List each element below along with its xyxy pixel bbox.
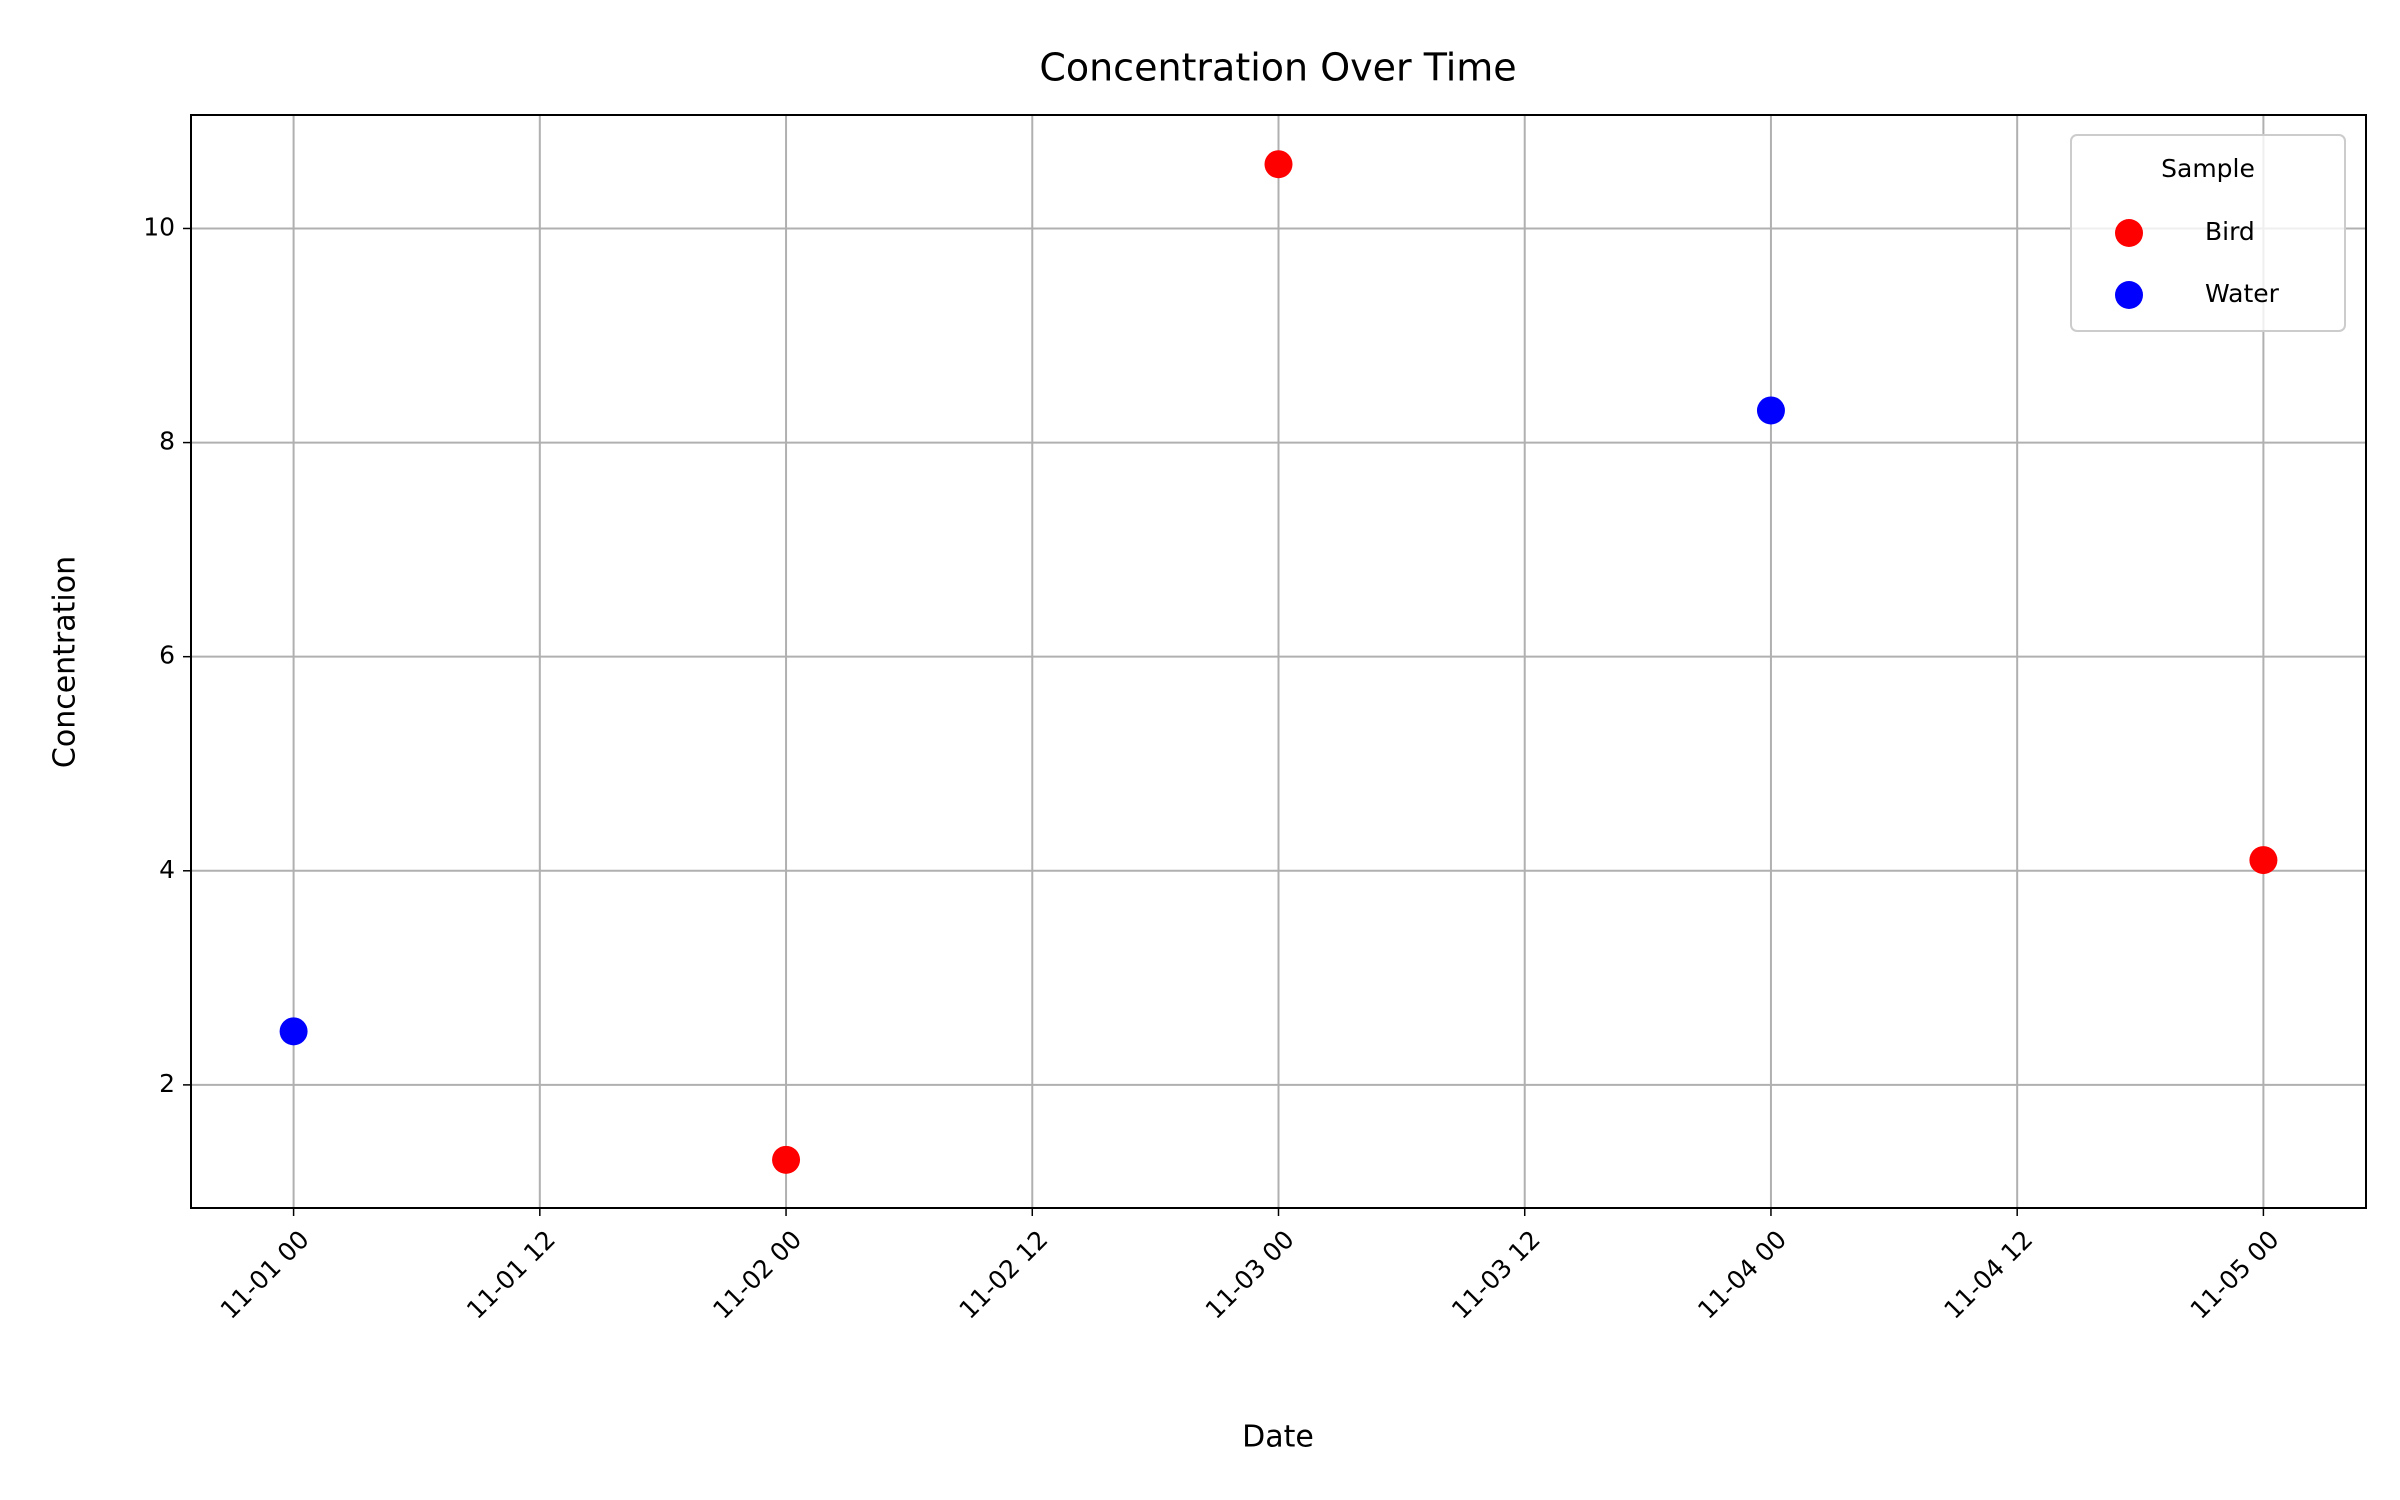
legend-marker [2115, 281, 2143, 309]
y-tick-label: 10 [143, 212, 175, 241]
y-tick-label: 8 [159, 427, 175, 456]
y-tick-label: 6 [159, 641, 175, 670]
legend-label: Bird [2205, 217, 2255, 246]
point [772, 1145, 801, 1174]
y-tick-label: 4 [159, 855, 175, 884]
y-axis-label: Concentration [48, 556, 83, 768]
plot-frame [190, 114, 2367, 1209]
legend-marker [2115, 219, 2143, 247]
legend-box [2070, 134, 2346, 332]
point [1264, 150, 1293, 179]
legend-label: Water [2205, 279, 2280, 308]
point [1756, 396, 1785, 425]
y-tick-label: 2 [159, 1069, 175, 1098]
point [2249, 846, 2278, 875]
x-axis-label: Date [1242, 1420, 1314, 1455]
legend-title: Sample [2161, 154, 2255, 183]
chart-title: Concentration Over Time [1039, 46, 1516, 90]
point [279, 1017, 308, 1046]
